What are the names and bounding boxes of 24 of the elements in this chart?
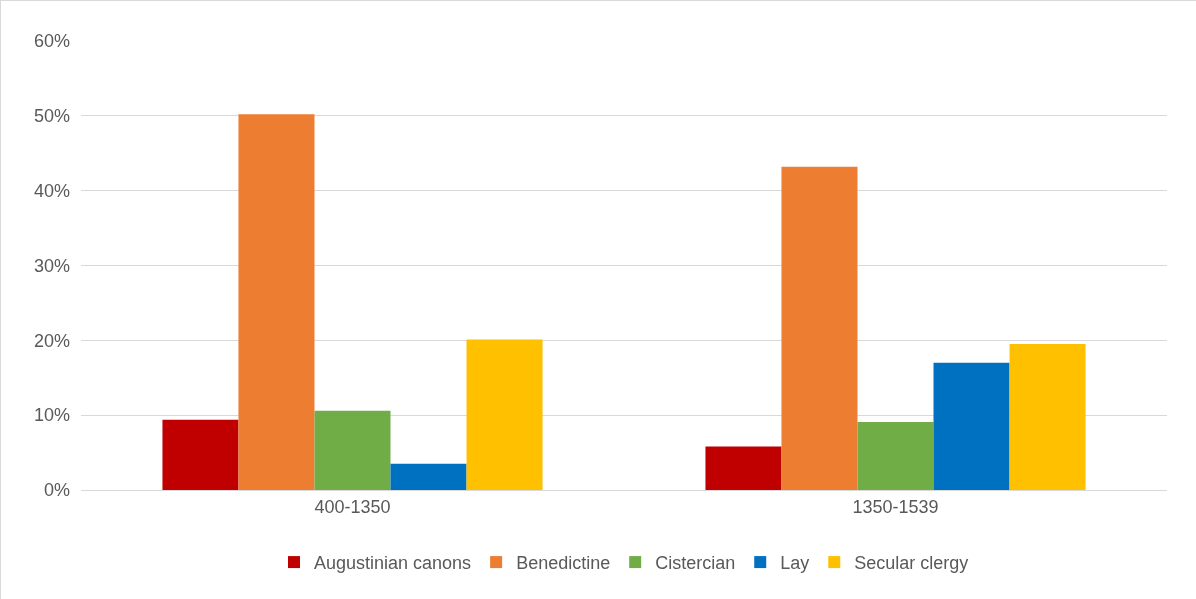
bar xyxy=(933,362,1010,490)
legend-label: Cistercian xyxy=(655,553,736,574)
x-tick-label: 1350-1539 xyxy=(852,496,939,517)
y-tick-label: 50% xyxy=(33,106,70,127)
bar xyxy=(705,446,782,490)
bar xyxy=(314,410,391,490)
y-tick-label: 0% xyxy=(43,480,70,501)
bar xyxy=(238,114,315,490)
bar xyxy=(466,339,543,490)
x-tick-label: 400-1350 xyxy=(314,496,391,517)
y-tick-label: 20% xyxy=(33,330,70,351)
bar xyxy=(390,463,467,490)
bar xyxy=(857,421,934,490)
legend-label: Secular clergy xyxy=(854,553,969,574)
legend-label: Benedictine xyxy=(516,553,611,574)
bar xyxy=(781,166,858,490)
legend-label: Lay xyxy=(780,553,810,574)
legend-label: Augustinian canons xyxy=(314,553,472,574)
y-tick-label: 40% xyxy=(33,180,70,201)
y-tick-label: 60% xyxy=(33,31,70,52)
y-tick-label: 30% xyxy=(33,255,70,276)
y-tick-label: 10% xyxy=(33,405,70,426)
bar xyxy=(162,419,239,490)
bar xyxy=(1009,344,1086,490)
